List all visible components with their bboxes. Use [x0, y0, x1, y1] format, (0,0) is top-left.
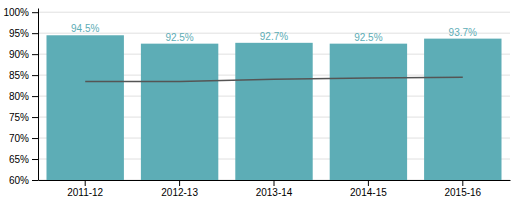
bar-series: [46, 35, 501, 180]
y-tick-label: 90%: [9, 49, 29, 60]
y-tick-label: 95%: [9, 28, 29, 39]
y-tick-mark: [32, 159, 38, 160]
y-tick-mark: [32, 75, 38, 76]
y-tick: 70%: [9, 133, 38, 144]
x-tick-mark: [179, 180, 180, 186]
y-tick-mark: [32, 33, 38, 34]
bar: [330, 44, 407, 180]
x-tick: 2015-16: [444, 180, 481, 198]
y-tick: 80%: [9, 91, 38, 102]
y-tick: 100%: [3, 7, 38, 18]
bar: [424, 39, 501, 180]
x-tick-mark: [85, 180, 86, 186]
y-tick: 60%: [9, 175, 38, 186]
y-tick-label: 80%: [9, 91, 29, 102]
y-tick-label: 75%: [9, 112, 29, 123]
y-tick-label: 85%: [9, 70, 29, 81]
data-label: 92.7%: [260, 31, 288, 42]
data-labels: 94.5% 92.5% 92.7% 92.5% 93.7%: [71, 23, 477, 42]
y-tick-mark: [32, 138, 38, 139]
x-tick: 2012-13: [161, 180, 198, 198]
x-tick-label: 2011-12: [67, 187, 103, 198]
x-axis: 2011-12 2012-13 2013-14 2014-15 2015-16: [39, 180, 511, 198]
bar: [235, 43, 312, 180]
x-tick-mark: [462, 180, 463, 186]
y-tick-label: 60%: [9, 175, 29, 186]
y-axis-line: [38, 9, 39, 181]
data-label: 93.7%: [449, 27, 477, 38]
plot-area: [46, 35, 501, 180]
x-tick: 2011-12: [67, 180, 103, 198]
chart: 94.5%92.5%92.7%92.5%93.7%2011-122012-132…: [0, 0, 520, 202]
data-label: 92.5%: [165, 32, 193, 43]
bar: [46, 35, 123, 180]
y-tick: 65%: [9, 154, 38, 165]
line: [85, 77, 463, 81]
y-tick-mark: [32, 54, 38, 55]
y-tick-mark: [32, 12, 38, 13]
y-tick-mark: [32, 117, 38, 118]
x-tick-label: 2015-16: [444, 187, 481, 198]
x-tick: 2013-14: [256, 180, 293, 198]
y-tick: 90%: [9, 49, 38, 60]
data-label: 94.5%: [71, 23, 99, 34]
x-tick-mark: [274, 180, 275, 186]
data-label: 92.5%: [354, 32, 382, 43]
y-tick-label: 65%: [9, 154, 29, 165]
y-tick-mark: [32, 180, 38, 181]
y-tick-mark: [32, 96, 38, 97]
y-tick-label: 100%: [3, 7, 29, 18]
y-axis: 60% 65% 70% 75% 80% 85% 90% 95% 100%: [3, 7, 38, 186]
x-tick-label: 2013-14: [256, 187, 293, 198]
x-tick-label: 2014-15: [350, 187, 387, 198]
x-tick-label: 2012-13: [161, 187, 198, 198]
y-tick: 85%: [9, 70, 38, 81]
bar: [141, 44, 218, 180]
x-tick-mark: [368, 180, 369, 186]
y-tick-label: 70%: [9, 133, 29, 144]
x-tick: 2014-15: [350, 180, 387, 198]
y-tick: 95%: [9, 28, 38, 39]
grid-line: [38, 12, 510, 13]
y-tick: 75%: [9, 112, 38, 123]
